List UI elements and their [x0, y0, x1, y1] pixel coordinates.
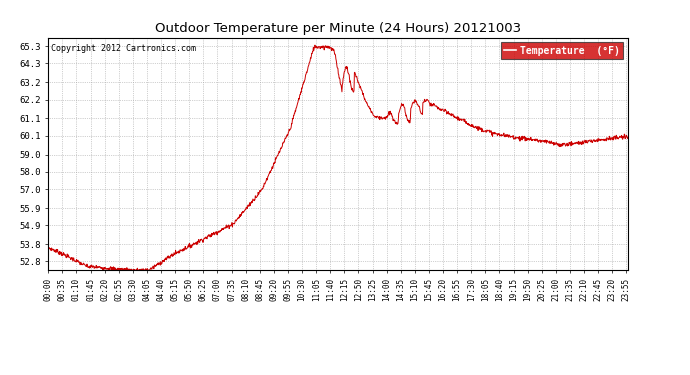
Text: Copyright 2012 Cartronics.com: Copyright 2012 Cartronics.com: [51, 45, 196, 54]
Title: Outdoor Temperature per Minute (24 Hours) 20121003: Outdoor Temperature per Minute (24 Hours…: [155, 22, 521, 35]
Legend: Temperature  (°F): Temperature (°F): [501, 42, 623, 59]
